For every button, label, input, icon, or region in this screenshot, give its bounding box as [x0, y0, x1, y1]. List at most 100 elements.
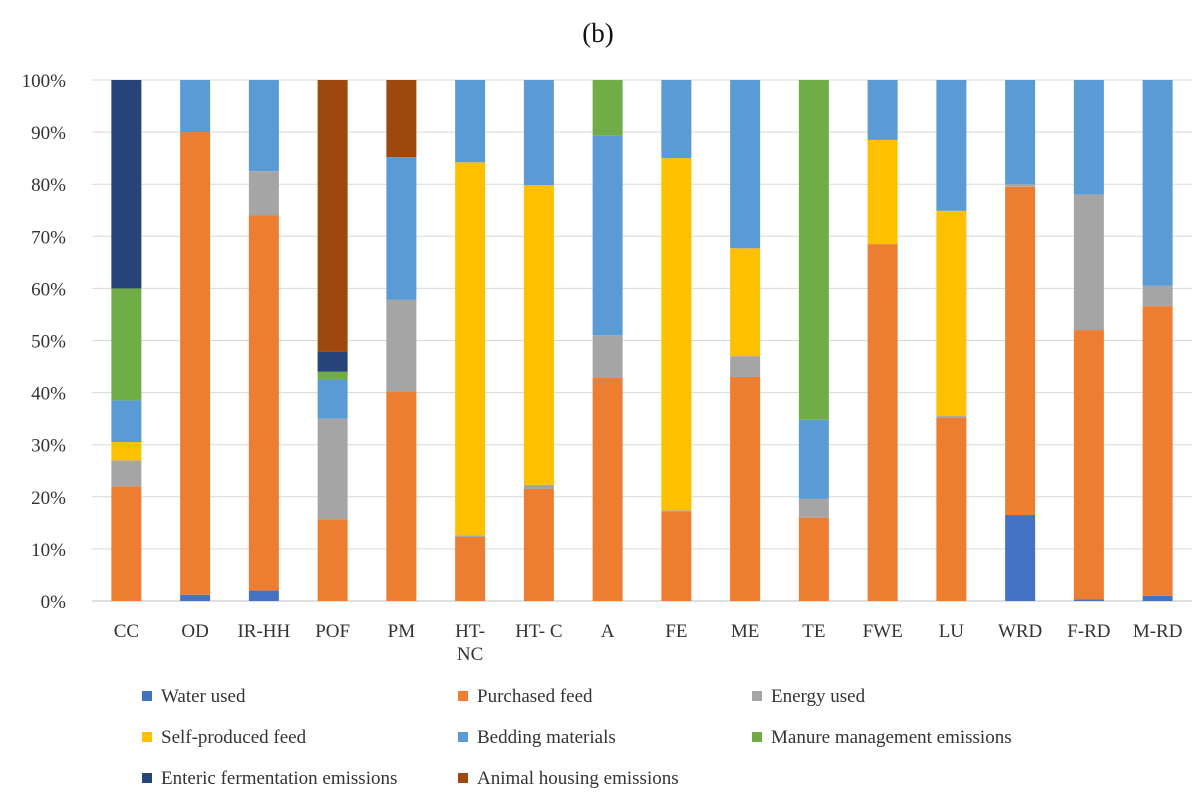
x-tick-label: POF [315, 621, 350, 642]
legend-swatch [752, 732, 762, 742]
chart-title: (b) [582, 18, 613, 48]
bar-segment [1142, 595, 1173, 601]
y-tick-label: 30% [31, 436, 66, 457]
bar-segment [111, 400, 142, 443]
bar-segment [1005, 186, 1036, 516]
bar-segment [386, 157, 417, 300]
x-tick-label: OD [181, 621, 208, 642]
bar-segment [661, 511, 692, 601]
bar-segment [661, 510, 692, 512]
legend-label: Purchased feed [477, 686, 593, 707]
bar-segment [1073, 80, 1104, 195]
bar-segment [1005, 80, 1036, 185]
bar-segment [661, 158, 692, 511]
bar-segment [248, 171, 279, 216]
x-axis: CC OD IR-HH POF PM HT-NC HT- C A FE ME TE FWE LU WRD F… [114, 621, 1183, 665]
bar-segment [317, 351, 348, 372]
bar-segment [592, 378, 623, 601]
legend-swatch [142, 732, 152, 742]
bar-segment [248, 215, 279, 591]
bar-segment [1073, 194, 1104, 331]
bar-segment [386, 391, 417, 601]
y-tick-label: 70% [31, 227, 66, 248]
x-tick-label: WRD [998, 621, 1042, 642]
bar-segment [936, 210, 967, 417]
bar-segment [317, 379, 348, 419]
bar-segment [523, 484, 554, 489]
bar-segment [1073, 599, 1104, 601]
bar-segment [1142, 306, 1173, 596]
bar-segment [455, 536, 486, 601]
bar-segment [1005, 184, 1036, 187]
y-tick-label: 80% [31, 175, 66, 196]
x-tick-label: A [601, 621, 615, 642]
legend-label: Energy used [771, 686, 866, 707]
bar-segment [111, 80, 142, 289]
legend-label: Bedding materials [477, 727, 616, 748]
y-tick-label: 100% [22, 71, 67, 92]
bar-segment [317, 80, 348, 352]
bar-segment [867, 80, 898, 140]
x-tick-label: IR-HH [237, 621, 290, 642]
bar-segment [180, 594, 211, 601]
y-tick-label: 0% [41, 592, 67, 613]
bar-segment [798, 80, 829, 420]
bar-segment [798, 498, 829, 518]
bar-segment [730, 80, 761, 249]
bar-segment [1005, 515, 1036, 601]
bar-segment [730, 356, 761, 377]
legend: Water used Purchased feed Energy used Self-… [142, 686, 1012, 789]
bar-segment [1073, 330, 1104, 600]
bar-segment [523, 185, 554, 485]
bar-segment [592, 335, 623, 379]
legend-label: Animal housing emissions [477, 768, 679, 789]
bar-segment [936, 80, 967, 211]
x-tick-label: NC [457, 644, 483, 665]
bar-segment [798, 419, 829, 499]
y-tick-label: 10% [31, 540, 66, 561]
x-tick-label: LU [939, 621, 965, 642]
legend-swatch [458, 732, 468, 742]
bar-segment [455, 80, 486, 163]
x-tick-label: F-RD [1067, 621, 1110, 642]
legend-swatch [752, 691, 762, 701]
bar-segment [317, 418, 348, 520]
y-tick-label: 20% [31, 488, 66, 509]
x-tick-label: FE [665, 621, 687, 642]
legend-swatch [458, 691, 468, 701]
bar-segment [180, 132, 211, 595]
bar-segment [248, 80, 279, 172]
legend-swatch [142, 691, 152, 701]
x-tick-label: CC [114, 621, 139, 642]
bar-segment [592, 135, 623, 336]
legend-label: Manure management emissions [771, 727, 1012, 748]
x-tick-label: HT- [455, 621, 485, 642]
legend-swatch [458, 773, 468, 783]
bar-segment [111, 486, 142, 601]
bar-segment [111, 460, 142, 487]
x-tick-label: HT- C [515, 621, 562, 642]
bar-segment [936, 416, 967, 418]
bar-segment [730, 248, 761, 357]
y-tick-label: 90% [31, 123, 66, 144]
y-tick-label: 50% [31, 332, 66, 353]
bar-segment [1142, 80, 1173, 286]
y-tick-label: 40% [31, 384, 66, 405]
x-tick-label: FWE [863, 621, 903, 642]
x-tick-label: ME [731, 621, 760, 642]
bar-segment [592, 80, 623, 136]
bar-segment [798, 517, 829, 601]
y-axis: 0% 10% 20% 30% 40% 50% 60% 70% 80% 90% 100% [22, 71, 67, 613]
bars [111, 80, 1173, 602]
legend-label: Water used [161, 686, 246, 707]
bar-segment [111, 442, 142, 461]
bar-segment [523, 488, 554, 601]
bar-segment [455, 535, 486, 537]
legend-swatch [142, 773, 152, 783]
bar-segment [386, 80, 417, 158]
bar-segment [180, 80, 211, 133]
legend-label: Self-produced feed [161, 727, 307, 748]
bar-segment [1142, 285, 1173, 307]
bar-segment [867, 244, 898, 602]
bar-segment [111, 288, 142, 401]
